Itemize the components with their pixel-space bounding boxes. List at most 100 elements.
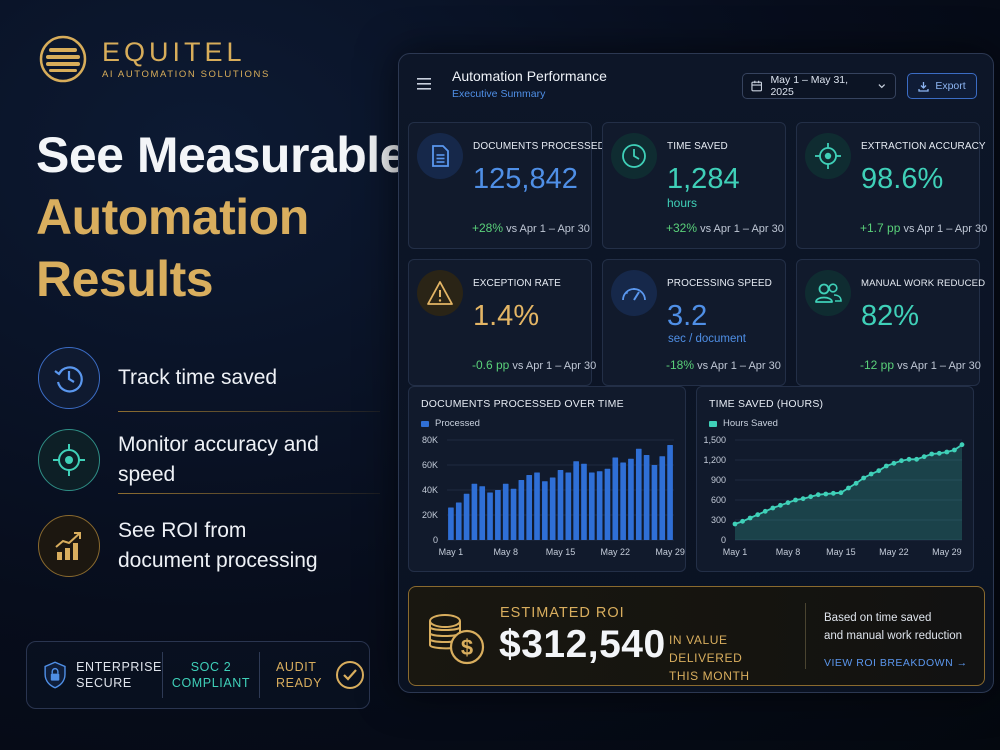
roi-separator xyxy=(805,603,806,669)
data-point xyxy=(929,451,935,457)
bar-chart-svg: 0 20K 40K 60K 80K May 1 May 8 May 15 May 22 May 2… xyxy=(422,435,685,557)
bar xyxy=(487,492,493,540)
bar xyxy=(463,493,470,540)
shield-lock-icon xyxy=(44,661,66,689)
feature-accuracy: Monitor accuracy and speed xyxy=(38,425,380,495)
roi-label: ESTIMATED ROI xyxy=(500,605,625,621)
y-tick-label: 0 xyxy=(721,535,726,545)
x-tick-label: May 15 xyxy=(546,547,576,557)
legend-swatch xyxy=(421,420,429,427)
kpi-compare: vs Apr 1 – Apr 30 xyxy=(897,360,981,372)
feature-label-line-2: document processing xyxy=(118,549,318,572)
kpi-delta-value: +28% xyxy=(472,221,504,235)
bar xyxy=(565,472,572,540)
bar xyxy=(620,462,626,540)
data-point xyxy=(785,500,791,506)
badge-separator xyxy=(162,652,163,698)
data-point xyxy=(906,456,912,462)
area-fill xyxy=(735,444,962,540)
kpi-documents-processed: DOCUMENTS PROCESSED 125,842 +28% vs Apr … xyxy=(408,122,605,249)
brand-name: EQUITEL xyxy=(102,37,246,67)
bar xyxy=(557,470,564,540)
kpi-delta: -12 pp vs Apr 1 – Apr 30 xyxy=(860,358,981,372)
brand-tagline: AI AUTOMATION SOLUTIONS xyxy=(102,69,270,80)
y-tick-label: 20K xyxy=(422,510,438,520)
view-roi-breakdown-link[interactable]: VIEW ROI BREAKDOWN → xyxy=(824,657,968,669)
date-range-picker[interactable]: May 1 – May 31, 2025 xyxy=(742,73,896,99)
feature-label: Track time saved xyxy=(118,366,278,389)
bar xyxy=(581,463,587,540)
kpi-label: EXCEPTION RATE xyxy=(473,278,561,289)
data-point xyxy=(800,496,806,502)
trust-badges: ENTERPRISE SECURE SOC 2 COMPLIANT AUDIT … xyxy=(26,641,370,709)
legend-label: Processed xyxy=(435,418,480,429)
chevron-down-icon xyxy=(878,84,886,89)
roi-description: IN VALUE DELIVERED THIS MONTH xyxy=(669,631,799,685)
data-point xyxy=(899,458,904,464)
data-point xyxy=(762,508,768,514)
clock-icon xyxy=(611,133,657,179)
headline-line-1: See Measurable xyxy=(36,127,407,183)
data-point xyxy=(868,471,874,477)
data-point xyxy=(936,450,942,456)
bar xyxy=(448,507,454,540)
headline: See Measurable Automation Results xyxy=(36,124,407,310)
y-tick-label: 300 xyxy=(711,515,726,525)
bar xyxy=(573,461,579,540)
badge-soc2: SOC 2 COMPLIANT xyxy=(163,653,259,697)
roi-note: Based on time saved and manual work redu… xyxy=(824,609,984,645)
x-tick-label: May 29 xyxy=(655,547,685,557)
users-icon xyxy=(805,270,851,316)
kpi-label: MANUAL WORK REDUCED xyxy=(861,278,986,289)
data-point xyxy=(861,475,867,481)
roi-note-line-2: and manual work reduction xyxy=(824,630,963,642)
export-button[interactable]: Export xyxy=(907,73,977,99)
roi-description-line-1: IN VALUE DELIVERED xyxy=(669,633,743,665)
roi-value: $312,540 xyxy=(499,623,666,666)
calendar-icon xyxy=(751,80,763,92)
kpi-processing-speed: PROCESSING SPEED 3.2 sec / document -18%… xyxy=(602,259,786,386)
bar xyxy=(502,483,509,540)
x-tick-label: May 8 xyxy=(776,547,801,557)
bar xyxy=(604,468,611,540)
feature-label-line-1: See ROI from xyxy=(118,519,247,542)
x-tick-label: May 8 xyxy=(493,547,518,557)
kpi-delta-value: -0.6 pp xyxy=(472,358,510,372)
bar xyxy=(526,475,533,540)
headline-line-3: Results xyxy=(36,251,214,307)
y-tick-label: 40K xyxy=(422,485,438,495)
kpi-delta: +32% vs Apr 1 – Apr 30 xyxy=(666,221,784,235)
kpi-unit: sec / document xyxy=(668,333,746,345)
kpi-delta: +28% vs Apr 1 – Apr 30 xyxy=(472,221,590,235)
kpi-label: TIME SAVED xyxy=(667,141,728,152)
x-tick-label: May 1 xyxy=(723,547,748,557)
x-tick-label: May 22 xyxy=(879,547,909,557)
feature-time-saved: Track time saved xyxy=(38,343,380,413)
speedometer-icon xyxy=(611,270,657,316)
clock-refresh-icon xyxy=(38,347,100,409)
legend-label: Hours Saved xyxy=(723,418,778,429)
bar xyxy=(542,481,548,540)
chart-title: DOCUMENTS PROCESSED OVER TIME xyxy=(421,398,624,410)
bar xyxy=(596,471,603,540)
roi-banner: $ ESTIMATED ROI $312,540 IN VALUE DELIVE… xyxy=(408,586,985,686)
bar xyxy=(471,483,478,540)
target-icon xyxy=(38,429,100,491)
kpi-value: 82% xyxy=(861,300,920,332)
dashboard-subtitle: Executive Summary xyxy=(452,88,546,100)
kpi-delta-value: +1.7 pp xyxy=(860,221,901,235)
hamburger-menu-icon[interactable] xyxy=(417,78,431,90)
data-point xyxy=(891,460,897,466)
bar xyxy=(651,465,658,540)
feature-label: See ROI from document processing xyxy=(118,516,318,576)
data-point xyxy=(823,491,829,497)
badge-audit-ready: AUDIT READY xyxy=(260,653,366,697)
badge-line-2: COMPLIANT xyxy=(171,676,251,690)
badge-line-1: AUDIT xyxy=(276,660,317,674)
data-point xyxy=(740,518,745,524)
brand: EQUITEL AI AUTOMATION SOLUTIONS xyxy=(38,34,270,84)
data-point xyxy=(793,497,798,503)
check-circle-icon xyxy=(336,661,365,689)
roi-description-line-2: THIS MONTH xyxy=(669,669,750,683)
data-point xyxy=(747,515,753,521)
